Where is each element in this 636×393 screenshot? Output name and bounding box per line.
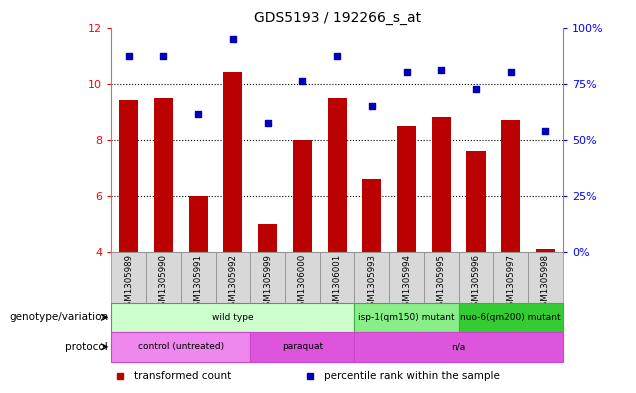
Point bbox=[123, 52, 134, 59]
Bar bbox=[189, 195, 208, 252]
Point bbox=[263, 119, 273, 126]
Text: paraquat: paraquat bbox=[282, 342, 323, 351]
Bar bbox=[111, 332, 250, 362]
Point bbox=[541, 128, 551, 134]
Bar bbox=[432, 117, 451, 252]
Bar bbox=[223, 72, 242, 252]
Bar bbox=[459, 252, 494, 303]
Bar bbox=[354, 332, 563, 362]
Bar bbox=[181, 252, 216, 303]
Bar bbox=[216, 252, 250, 303]
Bar bbox=[466, 151, 485, 252]
Bar bbox=[389, 252, 424, 303]
Text: GSM1305999: GSM1305999 bbox=[263, 254, 272, 312]
Point bbox=[436, 66, 446, 73]
Text: GSM1305995: GSM1305995 bbox=[437, 254, 446, 312]
Bar bbox=[250, 252, 285, 303]
Text: transformed count: transformed count bbox=[134, 371, 231, 381]
Bar bbox=[111, 252, 146, 303]
Text: n/a: n/a bbox=[452, 342, 466, 351]
Bar bbox=[111, 303, 354, 332]
Bar bbox=[501, 120, 520, 252]
Point bbox=[506, 69, 516, 75]
Text: GSM1306001: GSM1306001 bbox=[333, 254, 342, 312]
Bar bbox=[154, 97, 173, 252]
Bar bbox=[293, 140, 312, 252]
Text: GSM1305993: GSM1305993 bbox=[368, 254, 377, 312]
Title: GDS5193 / 192266_s_at: GDS5193 / 192266_s_at bbox=[254, 11, 420, 25]
Bar bbox=[119, 100, 138, 252]
Bar bbox=[146, 252, 181, 303]
Text: genotype/variation: genotype/variation bbox=[9, 312, 108, 322]
Bar bbox=[363, 179, 382, 252]
Text: GSM1306000: GSM1306000 bbox=[298, 254, 307, 312]
Point bbox=[297, 77, 307, 84]
Text: nuo-6(qm200) mutant: nuo-6(qm200) mutant bbox=[460, 313, 561, 322]
Bar bbox=[354, 252, 389, 303]
Text: GSM1305992: GSM1305992 bbox=[228, 254, 237, 312]
Text: isp-1(qm150) mutant: isp-1(qm150) mutant bbox=[358, 313, 455, 322]
Text: GSM1305989: GSM1305989 bbox=[124, 254, 133, 312]
Bar bbox=[528, 252, 563, 303]
Point bbox=[471, 86, 481, 92]
Bar bbox=[459, 303, 563, 332]
Text: GSM1305990: GSM1305990 bbox=[159, 254, 168, 312]
Text: control (untreated): control (untreated) bbox=[138, 342, 224, 351]
Point bbox=[401, 69, 411, 75]
Bar bbox=[536, 249, 555, 252]
Text: protocol: protocol bbox=[66, 342, 108, 352]
Bar bbox=[397, 125, 416, 252]
Text: wild type: wild type bbox=[212, 313, 254, 322]
Bar bbox=[328, 97, 347, 252]
Text: GSM1305991: GSM1305991 bbox=[193, 254, 203, 312]
Text: percentile rank within the sample: percentile rank within the sample bbox=[324, 371, 499, 381]
Point bbox=[158, 52, 169, 59]
Bar bbox=[258, 224, 277, 252]
Bar bbox=[424, 252, 459, 303]
Point bbox=[193, 111, 204, 118]
Text: GSM1305997: GSM1305997 bbox=[506, 254, 515, 312]
Text: GSM1305998: GSM1305998 bbox=[541, 254, 550, 312]
Text: GSM1305994: GSM1305994 bbox=[402, 254, 411, 312]
Bar bbox=[320, 252, 354, 303]
Point bbox=[332, 52, 342, 59]
Bar bbox=[354, 303, 459, 332]
Text: GSM1305996: GSM1305996 bbox=[471, 254, 481, 312]
Point bbox=[367, 103, 377, 109]
Bar bbox=[250, 332, 354, 362]
Bar bbox=[285, 252, 320, 303]
Point bbox=[228, 36, 238, 42]
Bar bbox=[494, 252, 528, 303]
